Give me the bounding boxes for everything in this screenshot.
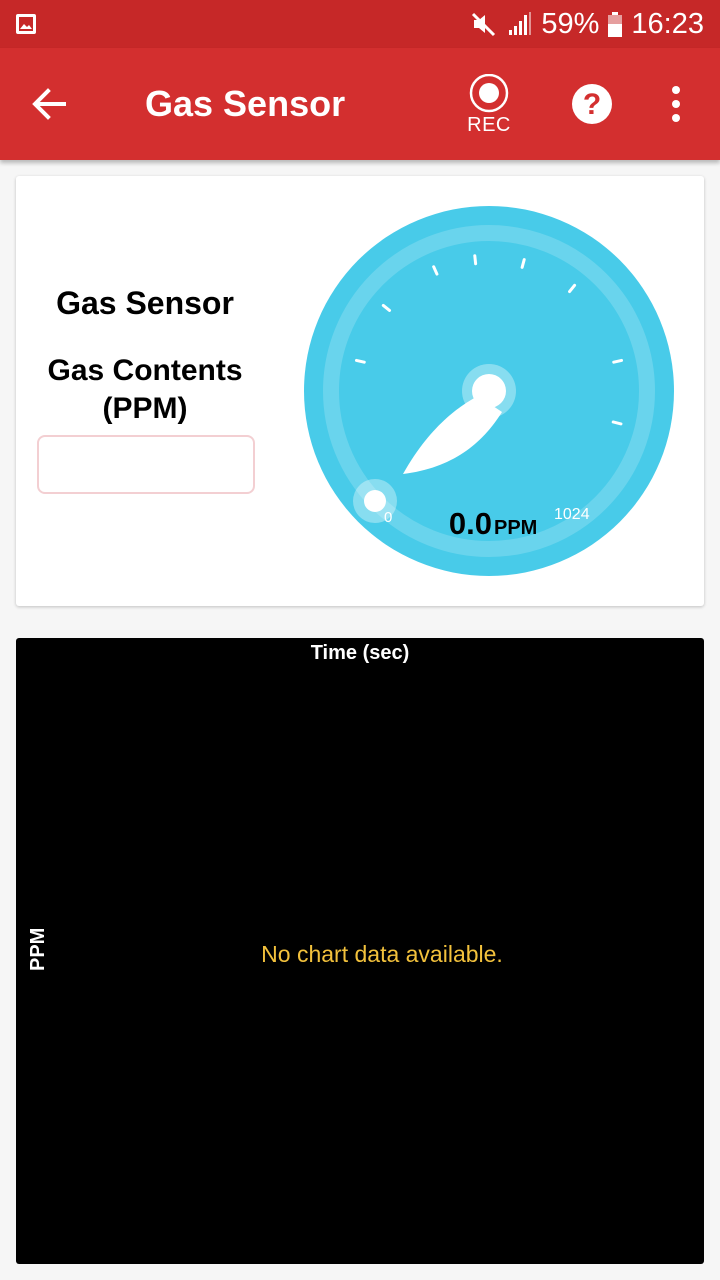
gauge-tick: [520, 258, 526, 269]
help-icon[interactable]: ?: [570, 82, 614, 126]
gauge-marker: [364, 490, 386, 512]
gauge-needle: [403, 396, 502, 474]
signal-icon: [509, 12, 532, 35]
gauge-tick: [354, 358, 366, 364]
record-icon: [469, 74, 509, 113]
gauge-tick: [381, 303, 392, 312]
more-vert-icon[interactable]: [660, 82, 692, 126]
gauge-min-label: 0: [384, 509, 392, 526]
gauge-tick: [432, 265, 439, 276]
gauge-tick: [612, 358, 624, 364]
gallery-icon: [16, 14, 36, 34]
app-bar: Gas Sensor REC ?: [0, 48, 720, 160]
gauge-tick: [568, 283, 577, 294]
arrow-back-icon[interactable]: [24, 80, 72, 128]
gauge-tick: [611, 420, 623, 426]
chart-empty-message: No chart data available.: [261, 941, 503, 967]
gauge-hub: [472, 374, 506, 408]
gauge-tick: [473, 254, 478, 266]
help-glyph: ?: [583, 88, 601, 121]
gas-gauge: 0 1024 0.0 PPM: [304, 206, 674, 576]
gauge-unit: PPM: [494, 517, 537, 539]
record-label: REC: [467, 114, 511, 136]
chart-x-axis-label: Time (sec): [310, 642, 410, 664]
gauge-ticks: [354, 254, 624, 426]
gauge-value: 0.0: [449, 506, 492, 541]
battery-percent: 59%: [541, 7, 600, 40]
sensor-title: Gas Sensor: [56, 285, 234, 321]
ppm-chart[interactable]: Time (sec) PPM No chart data available.: [16, 638, 704, 1264]
sensor-card: Gas Sensor Gas Contents (PPM) 0 1024 0.0…: [16, 176, 704, 606]
gauge-max-label: 1024: [554, 506, 590, 523]
page-title: Gas Sensor: [145, 83, 346, 124]
status-bar: 59% 16:23: [0, 0, 720, 48]
gas-contents-label: Gas Contents (PPM): [47, 354, 243, 425]
battery-icon: [608, 12, 623, 37]
status-indicators: 59% 16:23: [469, 0, 704, 48]
record-button[interactable]: REC: [458, 74, 520, 138]
clock: 16:23: [631, 7, 704, 40]
gauge-ring: [323, 225, 655, 557]
gas-value-field[interactable]: [37, 435, 255, 494]
mute-icon: [472, 12, 496, 37]
